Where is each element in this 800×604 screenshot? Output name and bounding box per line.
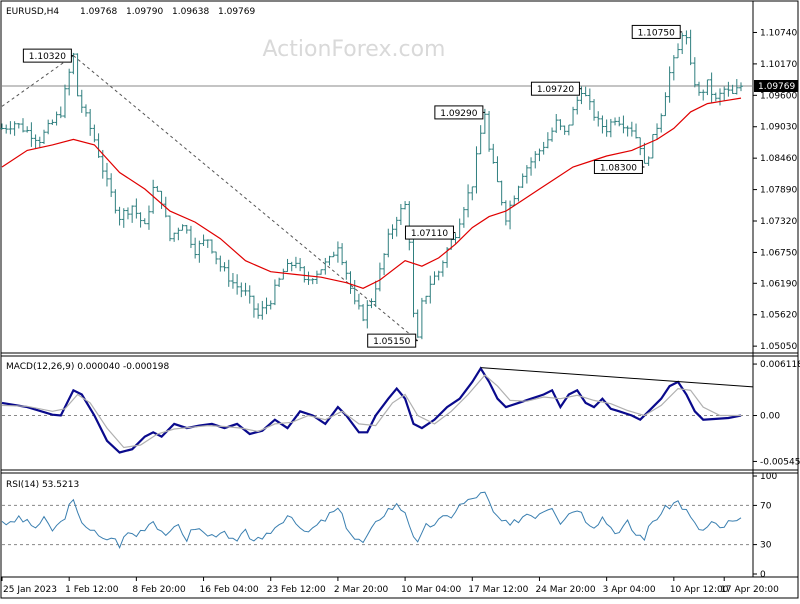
high-value: 1.09790 <box>126 7 163 17</box>
macd-tick-label: 0.00 <box>760 412 780 422</box>
macd-title: MACD(12,26,9) 0.000040 -0.000198 <box>6 362 169 372</box>
time-tick-label: 17 Apr 20:00 <box>720 585 779 595</box>
symbol-label: EURUSD,H4 <box>6 7 59 17</box>
current-price-tag <box>754 80 798 93</box>
price-trendline <box>1 55 74 107</box>
annotation-box <box>434 105 484 120</box>
price-tick-label: 1.09600 <box>760 91 797 101</box>
annotation-label: 1.08300 <box>600 163 637 173</box>
annotation-label: 1.09290 <box>440 109 477 119</box>
time-tick-label: 8 Feb 20:00 <box>132 585 186 595</box>
macd-signal-line <box>1 374 741 449</box>
annotation-box <box>22 48 72 63</box>
price-tick-label: 1.08460 <box>760 154 797 164</box>
annotation-label: 1.10320 <box>29 52 66 62</box>
macd-tick-label: 0.006118 <box>760 360 800 370</box>
rsi-tick-label: 0 <box>760 570 766 580</box>
rsi-tick-label: 100 <box>760 472 777 482</box>
macd-trendline <box>480 367 754 388</box>
time-tick-label: 16 Feb 04:00 <box>200 585 259 595</box>
price-tick-label: 1.06190 <box>760 279 797 289</box>
annotation-box <box>631 24 681 39</box>
time-tick-label: 25 Jan 2023 <box>3 585 57 595</box>
price-tick-label: 1.07320 <box>760 217 797 227</box>
price-trendline <box>73 55 419 342</box>
annotation-box <box>367 333 417 348</box>
time-tick-label: 1 Feb 12:00 <box>65 585 119 595</box>
annotation-box <box>404 225 454 240</box>
annotation-label: 1.10750 <box>638 28 675 38</box>
current-price-label: 1.09769 <box>758 82 795 92</box>
watermark-text: ActionForex.com <box>263 37 446 62</box>
time-axis: 25 Jan 2023 1 Feb 12:00 8 Feb 20:00 16 Feb … <box>1 577 779 595</box>
time-tick-label: 3 Apr 04:00 <box>603 585 656 595</box>
rsi-title: RSI(14) 53.5213 <box>6 480 79 490</box>
macd-panel: 0.006118 0.00 -0.005458 <box>1 360 800 467</box>
time-tick-label: 17 Mar 12:00 <box>468 585 528 595</box>
price-tick-label: 1.05050 <box>760 342 797 352</box>
price-tick-label: 1.10170 <box>760 60 797 70</box>
annotation-label: 1.09720 <box>537 85 574 95</box>
low-value: 1.09638 <box>172 7 209 17</box>
annotation-box <box>530 81 580 96</box>
price-tick-label: 1.07890 <box>760 186 797 196</box>
time-tick-label: 24 Mar 20:00 <box>535 585 595 595</box>
price-tick-label: 1.05620 <box>760 311 797 321</box>
annotation-box <box>593 159 643 174</box>
rsi-panel: 100 70 30 0 <box>1 472 777 580</box>
moving-average-line <box>1 97 742 289</box>
annotation-label: 1.07110 <box>411 229 448 239</box>
price-tick-label: 1.09030 <box>760 123 797 133</box>
rsi-tick-label: 70 <box>760 501 772 511</box>
macd-main-line <box>1 366 742 454</box>
time-tick-label: 23 Feb 12:00 <box>267 585 326 595</box>
close-value: 1.09769 <box>218 7 255 17</box>
price-tick-label: 1.10740 <box>760 28 797 38</box>
macd-tick-label: -0.005458 <box>760 457 800 467</box>
price-panel: 1.10740 1.10170 1.09600 1.09030 1.08460 1.078… <box>0 24 798 352</box>
time-tick-label: 2 Mar 20:00 <box>334 585 389 595</box>
annotation-label: 1.05150 <box>373 337 410 347</box>
time-tick-label: 10 Mar 04:00 <box>401 585 461 595</box>
price-tick-label: 1.06750 <box>760 248 797 258</box>
rsi-line <box>1 491 742 549</box>
rsi-tick-label: 30 <box>760 541 772 551</box>
time-tick-label: 10 Apr 12:00 <box>670 585 729 595</box>
open-value: 1.09768 <box>80 7 117 17</box>
